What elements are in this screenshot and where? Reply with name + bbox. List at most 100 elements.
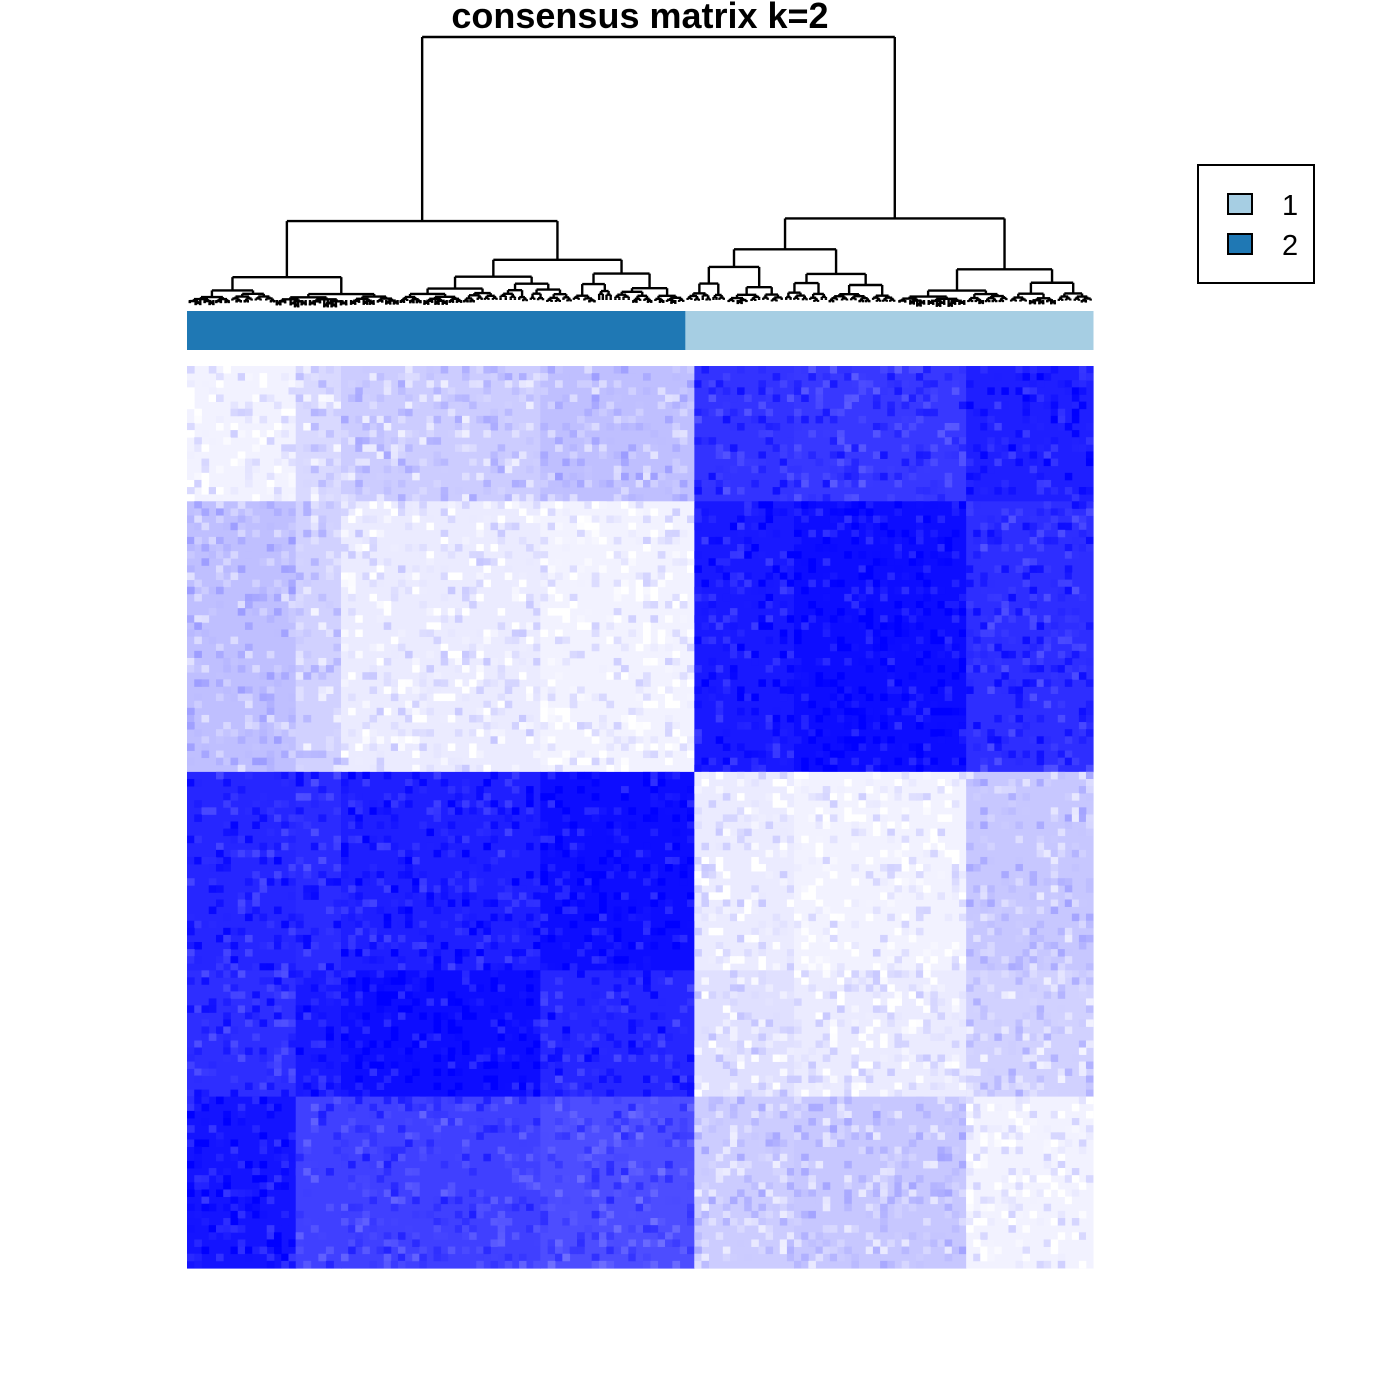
heatmap-cell xyxy=(310,771,319,780)
heatmap-cell xyxy=(341,472,349,481)
heatmap-cell xyxy=(469,736,477,744)
heatmap-cell xyxy=(915,878,924,886)
heatmap-cell xyxy=(887,913,895,922)
heatmap-cell xyxy=(679,934,688,943)
heatmap-cell xyxy=(987,422,995,431)
heatmap-cell xyxy=(923,842,931,851)
heatmap-cell xyxy=(584,757,593,766)
heatmap-cell xyxy=(447,1068,456,1076)
heatmap-cell xyxy=(526,479,534,488)
heatmap-cell xyxy=(569,906,578,915)
heatmap-cell xyxy=(915,529,924,538)
heatmap-cell xyxy=(966,565,974,573)
heatmap-cell xyxy=(665,636,673,645)
heatmap-cell xyxy=(187,479,195,488)
heatmap-cell xyxy=(1022,401,1030,410)
heatmap-cell xyxy=(562,536,571,545)
heatmap-cell xyxy=(215,600,224,609)
heatmap-cell xyxy=(201,465,210,474)
heatmap-cell xyxy=(405,401,413,410)
heatmap-cell xyxy=(490,800,499,808)
heatmap-cell xyxy=(808,885,816,893)
heatmap-cell xyxy=(657,401,666,410)
heatmap-cell xyxy=(266,1061,275,1069)
heatmap-cell xyxy=(951,956,960,964)
heatmap-cell xyxy=(737,934,745,943)
heatmap-cell xyxy=(454,1026,463,1034)
heatmap-cell xyxy=(397,501,406,509)
heatmap-cell xyxy=(758,366,766,374)
heatmap-cell xyxy=(419,600,427,609)
heatmap-cell xyxy=(397,465,406,474)
heatmap-cell xyxy=(526,722,534,730)
heatmap-cell xyxy=(858,615,867,623)
heatmap-cell xyxy=(591,629,600,637)
heatmap-cell xyxy=(751,814,759,822)
heatmap-cell xyxy=(518,991,527,999)
heatmap-cell xyxy=(533,1019,541,1027)
heatmap-cell xyxy=(281,1089,289,1098)
heatmap-cell xyxy=(708,608,717,616)
heatmap-cell xyxy=(362,551,370,559)
heatmap-cell xyxy=(815,899,824,907)
heatmap-cell xyxy=(1078,672,1087,680)
heatmap-cell xyxy=(355,465,363,474)
heatmap-cell xyxy=(540,821,549,829)
heatmap-cell xyxy=(744,842,752,851)
heatmap-cell xyxy=(1064,793,1073,801)
heatmap-cell xyxy=(426,764,434,773)
heatmap-cell xyxy=(665,600,673,609)
heatmap-cell xyxy=(822,622,831,630)
heatmap-cell xyxy=(569,892,578,900)
heatmap-cell xyxy=(679,558,688,566)
heatmap-cell xyxy=(526,1047,534,1055)
heatmap-cell xyxy=(244,458,253,467)
heatmap-cell xyxy=(281,558,289,566)
heatmap-cell xyxy=(518,451,527,459)
heatmap-cell xyxy=(665,693,673,702)
heatmap-cell xyxy=(440,842,449,851)
heatmap-cell xyxy=(584,501,593,509)
heatmap-cell xyxy=(223,437,231,445)
heatmap-cell xyxy=(887,672,895,680)
heatmap-cell xyxy=(426,380,434,388)
heatmap-cell xyxy=(851,821,859,829)
heatmap-cell xyxy=(405,913,413,922)
heatmap-cell xyxy=(362,1047,370,1055)
heatmap-cell xyxy=(1001,479,1009,488)
heatmap-cell xyxy=(613,913,622,922)
heatmap-cell xyxy=(511,629,520,637)
heatmap-cell xyxy=(779,778,788,787)
heatmap-cell xyxy=(397,736,406,744)
heatmap-cell xyxy=(369,529,378,538)
heatmap-cell xyxy=(303,743,312,751)
heatmap-cell xyxy=(1057,665,1066,673)
heatmap-cell xyxy=(606,615,615,623)
heatmap-cell xyxy=(341,494,349,502)
heatmap-cell xyxy=(1036,479,1045,488)
heatmap-cell xyxy=(923,608,931,616)
heatmap-cell xyxy=(355,629,363,637)
heatmap-cell xyxy=(259,913,268,922)
heatmap-cell xyxy=(469,380,477,388)
heatmap-cell xyxy=(325,878,334,886)
heatmap-cell xyxy=(281,821,289,829)
heatmap-cell xyxy=(635,415,644,424)
heatmap-cell xyxy=(577,380,585,388)
heatmap-cell xyxy=(397,920,406,929)
heatmap-cell xyxy=(194,1040,202,1048)
heatmap-cell xyxy=(665,743,673,751)
heatmap-cell xyxy=(310,608,319,616)
heatmap-cell xyxy=(880,657,888,666)
heatmap-cell xyxy=(476,707,484,716)
heatmap-cell xyxy=(643,956,651,964)
heatmap-cell xyxy=(808,892,816,900)
heatmap-cell xyxy=(1008,686,1016,694)
heatmap-cell xyxy=(237,693,246,702)
heatmap-cell xyxy=(511,451,520,459)
heatmap-cell xyxy=(526,1054,534,1062)
heatmap-cell xyxy=(591,693,600,702)
heatmap-cell xyxy=(901,572,910,581)
heatmap-cell xyxy=(591,515,600,524)
heatmap-cell xyxy=(672,650,681,659)
